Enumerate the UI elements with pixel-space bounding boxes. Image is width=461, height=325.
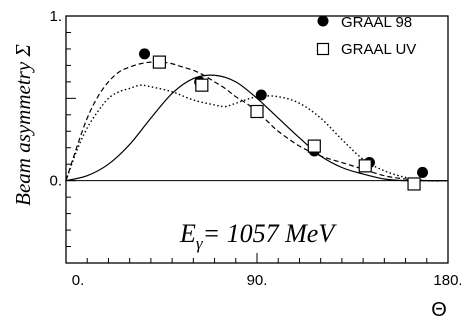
curve-dotted: [65, 84, 449, 182]
y-axis-title: Beam asymmetry Σ: [11, 44, 35, 206]
y-tick-label: 0.: [49, 173, 62, 190]
point-graal98: [417, 166, 429, 178]
point-graaluv: [407, 177, 421, 191]
legend: GRAAL 98 GRAAL UV: [316, 14, 416, 58]
model-curves: [65, 61, 449, 182]
point-graaluv: [358, 159, 372, 173]
data-points: [139, 48, 429, 191]
energy-annotation: Eγ= 1057 MeV: [179, 219, 337, 253]
curve-dashed: [65, 61, 449, 182]
point-graal98: [139, 48, 151, 60]
point-graaluv: [195, 78, 209, 92]
x-tick-label: 90.: [247, 272, 268, 289]
point-graaluv: [250, 104, 264, 119]
curve-solid: [65, 74, 448, 182]
x-axis-label: Θ: [431, 299, 447, 321]
x-tick-label: 180.: [433, 272, 461, 289]
x-tick-label: 0.: [72, 272, 85, 289]
axis-ticks: 0. 90. 180. 0. 1.: [49, 8, 461, 289]
legend-marker-graal98: [317, 15, 329, 27]
point-graaluv: [152, 55, 166, 69]
point-graal98: [255, 89, 267, 101]
point-graaluv: [307, 139, 321, 153]
energy-annotation-prefix: E: [179, 219, 196, 248]
y-tick-label: 1.: [49, 8, 62, 25]
legend-marker-graaluv: [316, 42, 330, 56]
energy-annotation-subscript: γ: [196, 234, 204, 253]
energy-annotation-suffix: = 1057 MeV: [203, 219, 338, 248]
legend-label-graaluv: GRAAL UV: [341, 41, 416, 58]
legend-label-graal98: GRAAL 98: [341, 14, 412, 31]
y-axis-label: Beam asymmetry Σ: [11, 44, 35, 206]
